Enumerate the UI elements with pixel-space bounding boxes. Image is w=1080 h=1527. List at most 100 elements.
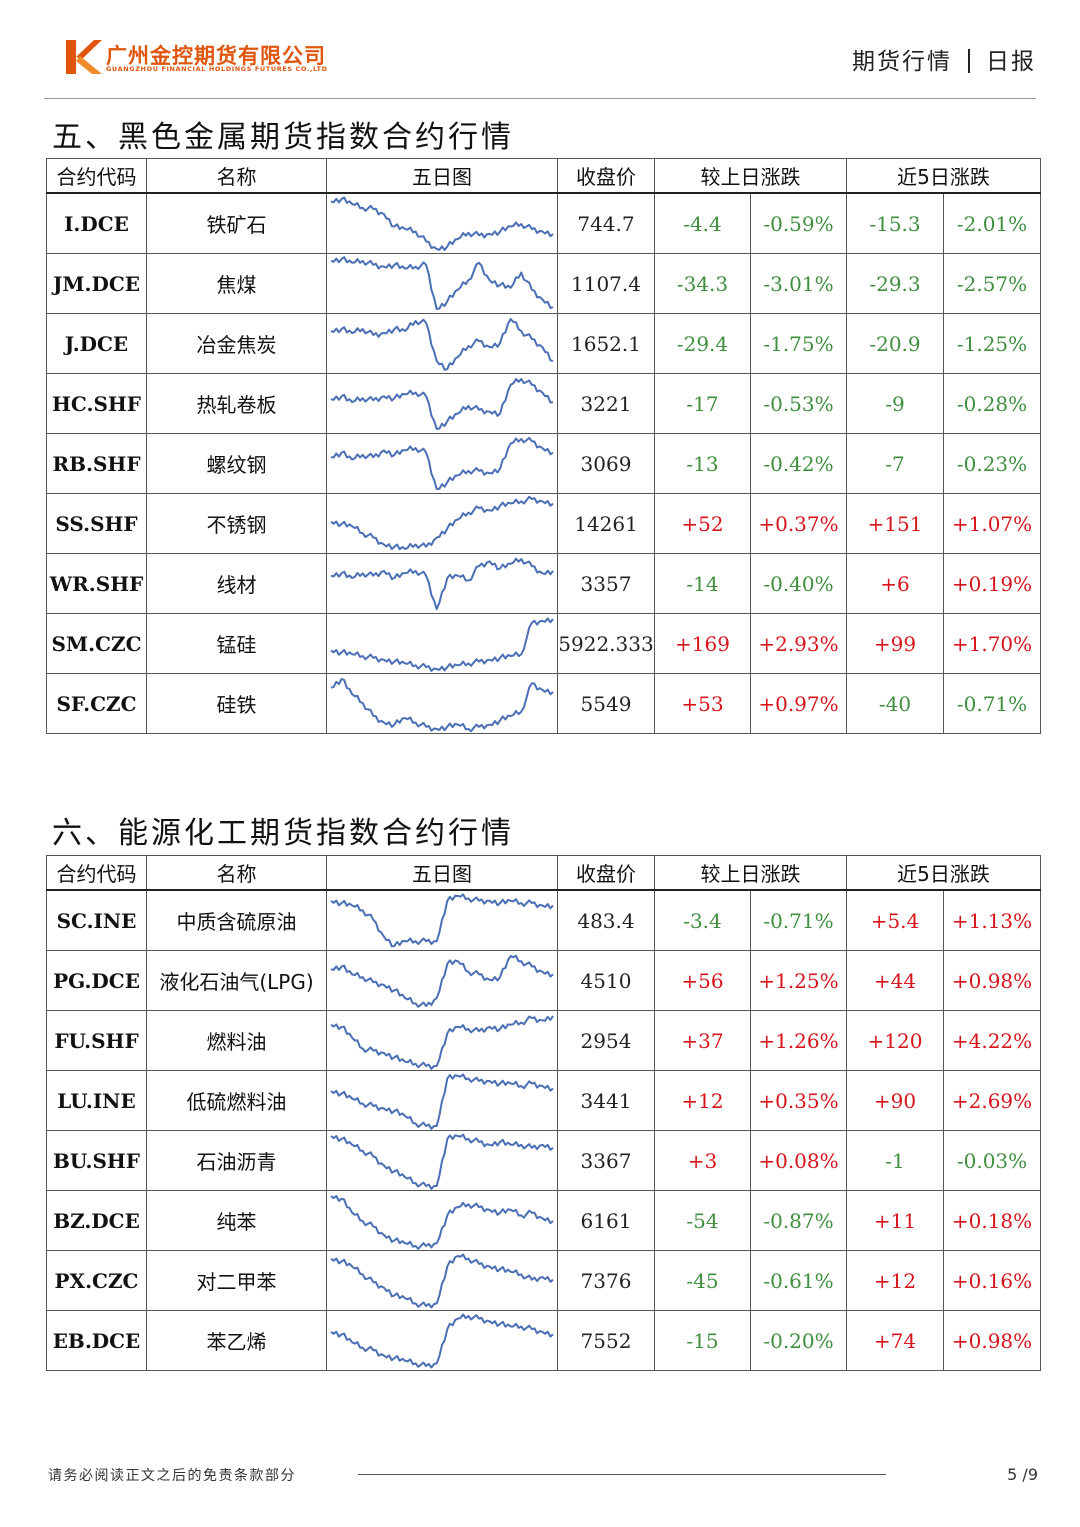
- five-day-change-value: +11: [846, 1190, 944, 1251]
- contract-code: EB.DCE: [46, 1310, 147, 1371]
- five-day-chart-cell: [326, 1130, 558, 1191]
- day-change-value: +169: [654, 613, 751, 674]
- close-price: 14261: [557, 493, 655, 554]
- sparkline-path: [330, 617, 554, 672]
- five-day-change-percent: +0.16%: [942, 1250, 1042, 1311]
- table-row: EB.DCE 苯乙烯 7552 -15 -0.20% +74 +0.98%: [46, 1310, 1042, 1371]
- close-price: 5922.333: [557, 613, 655, 674]
- sparkline-path: [330, 1073, 554, 1130]
- contract-code: FU.SHF: [46, 1010, 147, 1071]
- five-day-change-value: +151: [846, 493, 944, 554]
- close-price: 7552: [557, 1310, 655, 1371]
- five-day-change-percent: +4.22%: [942, 1010, 1042, 1071]
- col-five-day-change: 近5日涨跌: [845, 158, 1042, 194]
- five-day-change-percent: -0.71%: [942, 673, 1042, 734]
- contract-name: 锰硅: [146, 613, 327, 674]
- table-row: PG.DCE 液化石油气(LPG) 4510 +56 +1.25% +44 +0.98%: [46, 950, 1042, 1011]
- table-row: FU.SHF 燃料油 2954 +37 +1.26% +120 +4.22%: [46, 1010, 1042, 1071]
- day-change-percent: -0.71%: [750, 889, 847, 951]
- day-change-value: +56: [654, 950, 751, 1011]
- section-title-energy: 六、能源化工期货指数合约行情: [52, 816, 514, 851]
- sparkline-path: [330, 317, 554, 371]
- close-price: 4510: [557, 950, 655, 1011]
- company-name-en: GUANGZHOU FINANCIAL HOLDINGS FUTURES CO.…: [106, 65, 328, 73]
- day-change-percent: +0.35%: [750, 1070, 847, 1131]
- five-day-chart-cell: [326, 493, 558, 554]
- five-day-sparkline: [330, 892, 554, 947]
- col-day-change: 较上日涨跌: [654, 158, 847, 194]
- contract-name: 焦煤: [146, 253, 327, 314]
- sparkline-path: [330, 1014, 554, 1070]
- contract-code: BZ.DCE: [46, 1190, 147, 1251]
- close-price: 3357: [557, 553, 655, 614]
- header-separator: [968, 49, 970, 73]
- contract-code: PX.CZC: [46, 1250, 147, 1311]
- close-price: 2954: [557, 1010, 655, 1071]
- contract-code: JM.DCE: [46, 253, 147, 314]
- five-day-change-percent: -1.25%: [942, 313, 1042, 374]
- contract-code: SM.CZC: [46, 613, 147, 674]
- contract-name: 纯苯: [146, 1190, 327, 1251]
- table-row: SS.SHF 不锈钢 14261 +52 +0.37% +151 +1.07%: [46, 493, 1042, 554]
- five-day-change-percent: +0.98%: [942, 950, 1042, 1011]
- five-day-chart-cell: [326, 613, 558, 674]
- five-day-sparkline: [330, 1313, 554, 1368]
- five-day-change-percent: +0.19%: [942, 553, 1042, 614]
- day-change-value: -4.4: [654, 192, 751, 254]
- page-header: 广州金控期货有限公司 GUANGZHOU FINANCIAL HOLDINGS …: [0, 0, 1080, 100]
- close-price: 3221: [557, 373, 655, 434]
- energy-chemicals-table: 合约代码 名称 五日图 收盘价 较上日涨跌 近5日涨跌 SC.INE 中质含硫原油…: [46, 855, 1042, 1371]
- page-number: 5 /9: [1007, 1465, 1038, 1484]
- col-code: 合约代码: [46, 158, 147, 194]
- five-day-chart-cell: [326, 253, 558, 314]
- close-price: 3367: [557, 1130, 655, 1191]
- sparkline-path: [330, 557, 554, 610]
- col-code: 合约代码: [46, 855, 147, 891]
- five-day-sparkline: [330, 255, 554, 310]
- five-day-chart-cell: [326, 1190, 558, 1251]
- day-change-percent: -0.40%: [750, 553, 847, 614]
- five-day-chart-cell: [326, 673, 558, 734]
- contract-code: HC.SHF: [46, 373, 147, 434]
- five-day-chart-cell: [326, 889, 558, 951]
- sparkline-path: [330, 892, 554, 947]
- five-day-chart-cell: [326, 553, 558, 614]
- contract-code: SS.SHF: [46, 493, 147, 554]
- day-change-percent: -3.01%: [750, 253, 847, 314]
- table-row: SM.CZC 锰硅 5922.333 +169 +2.93% +99 +1.70%: [46, 613, 1042, 674]
- table-row: HC.SHF 热轧卷板 3221 -17 -0.53% -9 -0.28%: [46, 373, 1042, 434]
- five-day-change-value: -29.3: [846, 253, 944, 314]
- five-day-sparkline: [330, 557, 554, 610]
- five-day-change-percent: +2.69%: [942, 1070, 1042, 1131]
- contract-code: J.DCE: [46, 313, 147, 374]
- col-day-change: 较上日涨跌: [654, 855, 847, 891]
- five-day-sparkline: [330, 1253, 554, 1308]
- day-change-value: +12: [654, 1070, 751, 1131]
- five-day-sparkline: [330, 954, 554, 1008]
- contract-name: 对二甲苯: [146, 1250, 327, 1311]
- five-day-change-percent: +1.70%: [942, 613, 1042, 674]
- five-day-change-value: +99: [846, 613, 944, 674]
- five-day-change-percent: -2.57%: [942, 253, 1042, 314]
- ferrous-metals-table: 合约代码 名称 五日图 收盘价 较上日涨跌 近5日涨跌 I.DCE 铁矿石 744.…: [46, 158, 1042, 734]
- col-name: 名称: [146, 158, 327, 194]
- day-change-percent: +2.93%: [750, 613, 847, 674]
- five-day-chart-cell: [326, 1310, 558, 1371]
- sparkline-path: [330, 255, 554, 310]
- section-title-ferrous: 五、黑色金属期货指数合约行情: [52, 120, 514, 155]
- col-name: 名称: [146, 855, 327, 891]
- day-change-value: -45: [654, 1250, 751, 1311]
- company-name-cn: 广州金控期货有限公司: [106, 44, 326, 68]
- sparkline-path: [330, 1194, 554, 1250]
- table-row: J.DCE 冶金焦炭 1652.1 -29.4 -1.75% -20.9 -1.25%: [46, 313, 1042, 374]
- day-change-percent: -0.59%: [750, 192, 847, 254]
- five-day-change-value: -7: [846, 433, 944, 494]
- five-day-change-percent: +1.07%: [942, 493, 1042, 554]
- day-change-percent: -1.75%: [750, 313, 847, 374]
- day-change-value: +37: [654, 1010, 751, 1071]
- sparkline-path: [330, 1313, 554, 1368]
- table-header-row: 合约代码 名称 五日图 收盘价 较上日涨跌 近5日涨跌: [46, 855, 1042, 891]
- day-change-percent: -0.42%: [750, 433, 847, 494]
- five-day-change-value: +90: [846, 1070, 944, 1131]
- day-change-value: +52: [654, 493, 751, 554]
